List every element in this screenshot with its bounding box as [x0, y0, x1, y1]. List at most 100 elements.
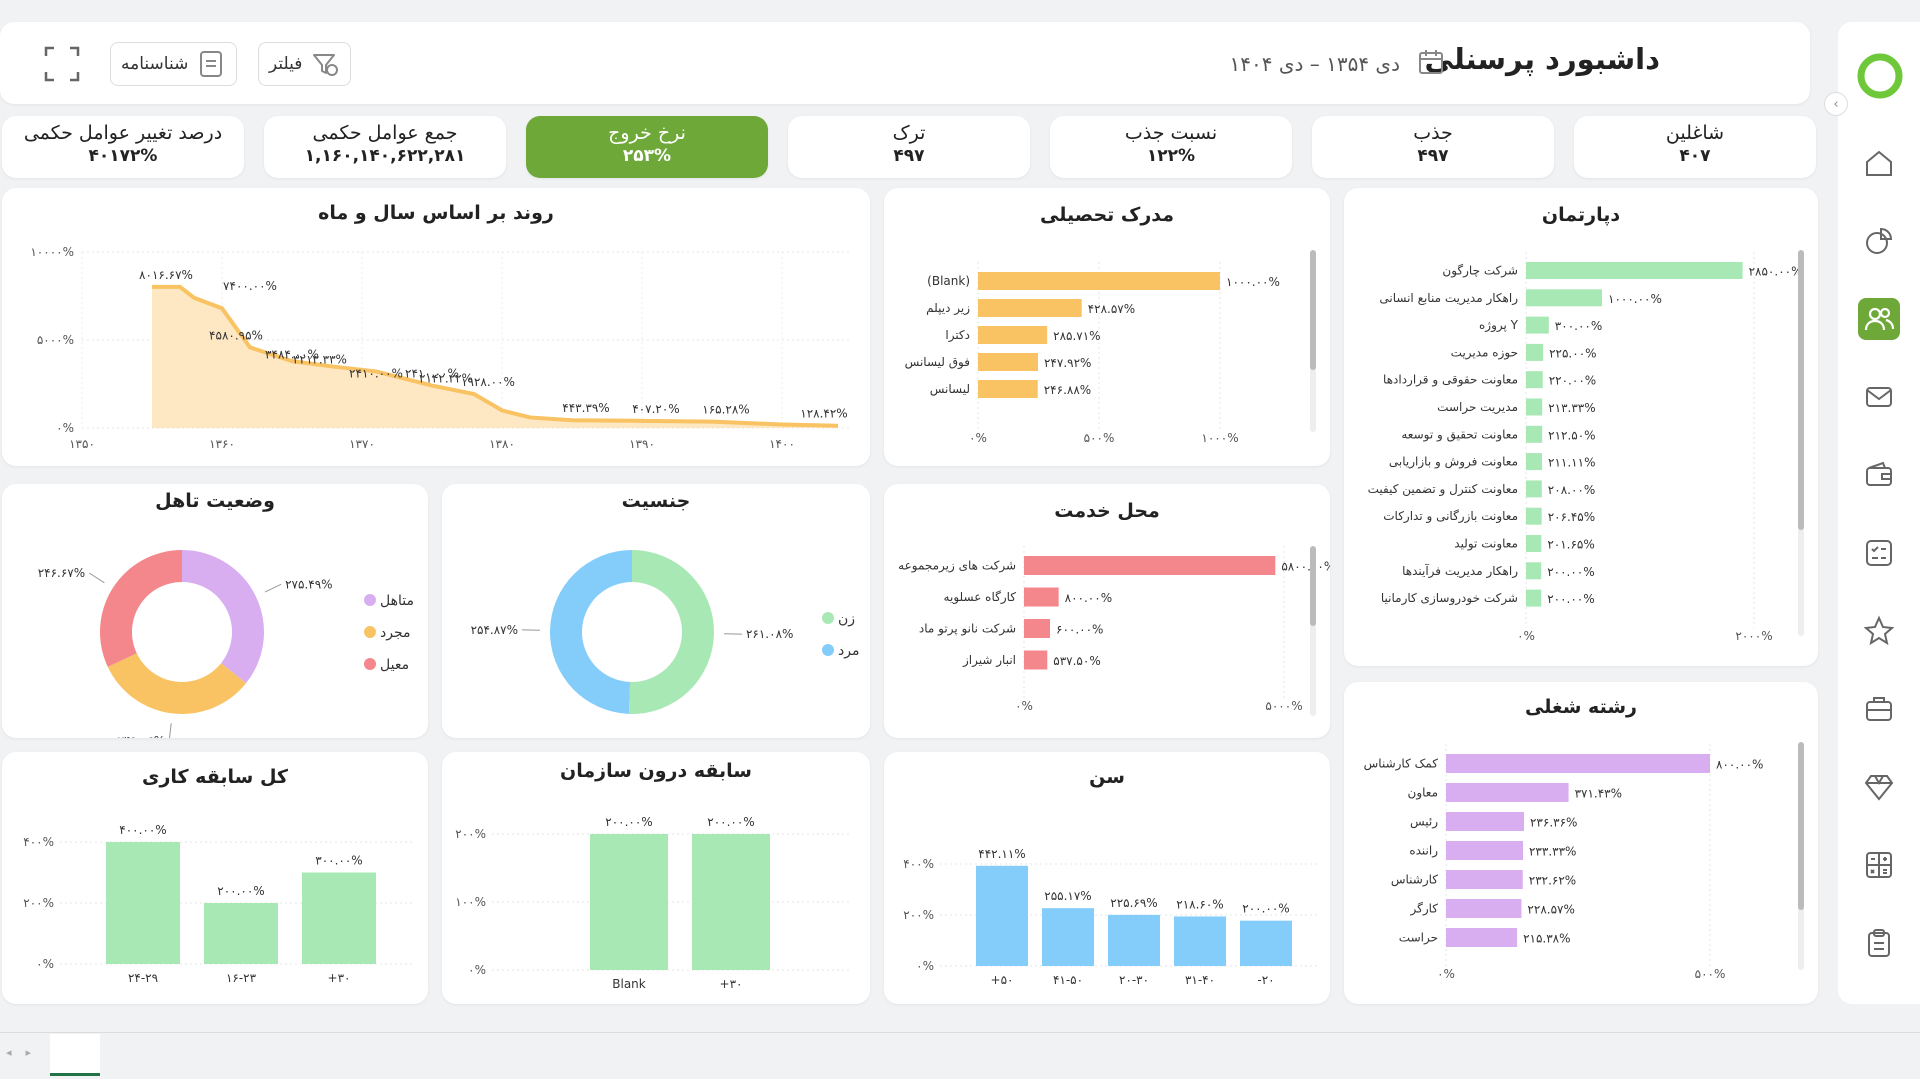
- department-scrollbar[interactable]: [1798, 250, 1804, 636]
- kpi-value: ۴۰۱۷۲%: [88, 146, 158, 166]
- calendar-icon[interactable]: [1417, 48, 1445, 80]
- location-category-label: کارگاه عسلویه: [944, 590, 1017, 605]
- gender-legend-marker: [822, 612, 834, 624]
- marital-legend-label: مجرد: [380, 625, 411, 641]
- trend-data-label: ۲۱۴۲.۲۲%: [419, 371, 473, 385]
- marital-title: وضعیت تاهل: [155, 490, 275, 512]
- career-bar: [1446, 899, 1522, 918]
- education-value-label: ۲۴۶.۸۸%: [1044, 383, 1091, 397]
- kpi-exit-rate[interactable]: نرخ خروج ۲۵۳%: [526, 116, 768, 178]
- career-bar: [1446, 754, 1710, 773]
- education-bar: [978, 353, 1038, 371]
- users-icon[interactable]: [1858, 298, 1900, 340]
- gender-chart: ۲۶۱.۰۸% ۲۵۴.۸۷% زن مرد: [471, 550, 859, 714]
- age-y-tick: ۰%: [916, 959, 934, 973]
- location-card: محل خدمت ۰% ۵۰۰۰% شرکت های زیرمجموعه ۵۸۰۰.۰…: [884, 484, 1330, 738]
- total_experience-bar: [106, 842, 180, 964]
- career-bar: [1446, 870, 1523, 889]
- department-value-label: ۲۱۳.۳۳%: [1548, 401, 1595, 415]
- department-bar: [1526, 507, 1542, 525]
- total_experience-category-label: ۱۶-۲۳: [226, 971, 257, 985]
- clipboard-icon[interactable]: [1858, 922, 1900, 964]
- star-icon[interactable]: [1858, 610, 1900, 652]
- career-category-label: کمک کارشناس: [1364, 757, 1439, 772]
- kpi-value: ۱,۱۶۰,۱۴۰,۶۲۲,۲۸۱: [304, 146, 466, 166]
- location-scrollbar[interactable]: [1310, 546, 1316, 716]
- mail-icon[interactable]: [1858, 376, 1900, 418]
- collapse-sidebar-button[interactable]: ‹: [1824, 92, 1848, 116]
- age-category-label: ۴۱-۵۰: [1053, 973, 1083, 987]
- trend-data-label: ۲۴۱۰.۰۰%: [349, 367, 403, 381]
- department-category-label: شرکت خودروسازی کارمانیا: [1381, 591, 1518, 606]
- department-bar: [1526, 316, 1549, 334]
- filter-button[interactable]: فیلتر: [258, 42, 352, 86]
- trend-x-tick: ۱۴۰۰: [769, 437, 795, 451]
- home-icon[interactable]: [1858, 142, 1900, 184]
- fullscreen-icon[interactable]: [42, 44, 82, 88]
- trend-data-label: ۱۲۸.۴۲%: [800, 407, 847, 421]
- career-scrollbar[interactable]: [1798, 742, 1804, 970]
- career-bar: [1446, 928, 1518, 947]
- marital-legend-marker: [364, 594, 376, 606]
- kpi-leaves[interactable]: ترک ۴۹۷: [788, 116, 1030, 178]
- age-category-label: ۲۰-۳۰: [1119, 973, 1149, 987]
- checklist-icon[interactable]: [1858, 532, 1900, 574]
- pie-chart-icon[interactable]: [1858, 220, 1900, 262]
- sheet-tab-active[interactable]: [50, 1034, 100, 1076]
- department-value-label: ۲۸۵۰.۰۰%: [1749, 265, 1803, 279]
- kpi-employees[interactable]: شاغلین ۴۰۷: [1574, 116, 1816, 178]
- education-chart: ۰% ۵۰۰% ۱۰۰۰% (Blank) ۱۰۰۰.۰۰% زیر دیپلم ۴۲۸.۵…: [905, 262, 1280, 445]
- location-value-label: ۵۳۷.۵۰%: [1053, 654, 1100, 668]
- diamond-icon[interactable]: [1858, 766, 1900, 808]
- department-category-label: معاونت تحقیق و توسعه: [1401, 427, 1518, 442]
- education-x-tick: ۵۰۰%: [1084, 431, 1115, 445]
- trend-card: روند بر اساس سال و ماه ۱۰۰۰۰% ۵۰۰۰% ۰% ۱۳۵۰…: [2, 188, 870, 466]
- briefcase-icon[interactable]: [1858, 688, 1900, 730]
- kpi-hire-ratio[interactable]: نسبت جذب ۱۲۲%: [1050, 116, 1292, 178]
- age-y-tick: ۲۰۰%: [903, 908, 934, 922]
- career-value-label: ۲۱۵.۳۸%: [1523, 932, 1570, 946]
- profile-button[interactable]: شناسنامه: [110, 42, 238, 86]
- kpi-title: درصد تغییر عوامل حکمی: [23, 122, 223, 144]
- department-category-label: معاونت فروش و بازاریابی: [1389, 455, 1518, 470]
- gender-title: جنسیت: [621, 490, 691, 512]
- career-bar: [1446, 812, 1524, 831]
- kpi-total-allowances[interactable]: جمع عوامل حکمی ۱,۱۶۰,۱۴۰,۶۲۲,۲۸۱: [264, 116, 506, 178]
- org_experience-value-label: ۲۰۰.۰۰%: [605, 815, 652, 829]
- department-category-label: مدیریت حراست: [1437, 400, 1518, 415]
- total-experience-card: کل سابقه کاری ۴۰۰% ۲۰۰% ۰% ۴۰۰.۰۰% ۲۴-۲۹ ۲۰۰.…: [2, 752, 428, 1004]
- wallet-icon[interactable]: [1858, 454, 1900, 496]
- kpi-allowance-change[interactable]: درصد تغییر عوامل حکمی ۴۰۱۷۲%: [2, 116, 244, 178]
- trend-data-label: ۴۴۳.۳۹%: [562, 401, 609, 415]
- department-bar: [1526, 425, 1543, 443]
- career-bar: [1446, 841, 1523, 860]
- age-bar: [1108, 914, 1160, 966]
- career-card: رشته شغلی ۰% ۵۰۰% کمک کارشناس ۸۰۰.۰۰% معاون ۳…: [1344, 682, 1818, 1004]
- trend-x-tick: ۱۳۹۰: [629, 437, 655, 451]
- kpi-hires[interactable]: جذب ۴۹۷: [1312, 116, 1554, 178]
- sheet-tab-bar: [0, 1032, 1920, 1079]
- date-range[interactable]: دی ۱۳۵۴ – دی ۱۴۰۴: [1229, 52, 1401, 76]
- education-scrollbar[interactable]: [1310, 250, 1316, 432]
- profile-label: شناسنامه: [121, 54, 189, 74]
- education-title: مدرک تحصیلی: [1039, 204, 1175, 226]
- gender-slice: [628, 550, 714, 714]
- age-value-label: ۲۲۵.۶۹%: [1110, 896, 1157, 910]
- calculator-icon[interactable]: [1858, 844, 1900, 886]
- total-experience-chart: ۴۰۰% ۲۰۰% ۰% ۴۰۰.۰۰% ۲۴-۲۹ ۲۰۰.۰۰% ۱۶-۲۳ ۳۰۰.۰۰…: [23, 823, 412, 985]
- sheet-nav-arrows[interactable]: ◂▸: [6, 1046, 46, 1059]
- kpi-value: ۴۹۷: [1417, 146, 1449, 166]
- location-bar: [1024, 556, 1276, 575]
- department-x-tick: ۰%: [1517, 629, 1535, 643]
- department-bar: [1526, 289, 1602, 307]
- education-bar: [978, 326, 1048, 344]
- department-chart: ۰% ۲۰۰۰% شرکت چارگون ۲۸۵۰.۰۰% راهکار مدیریت …: [1368, 252, 1803, 643]
- marital-chart: ۲۷۵.۴۹% ۲۴۹.۰۶% ۲۴۶.۶۷% متاهل مجرد معیل: [38, 550, 414, 738]
- org-experience-card: سابقه درون سازمان ۲۰۰% ۱۰۰% ۰% ۲۰۰.۰۰% Blank…: [442, 752, 870, 1004]
- marital-legend-marker: [364, 626, 376, 638]
- education-category-label: لیسانس: [930, 382, 970, 397]
- total_experience-y-tick: ۲۰۰%: [23, 896, 54, 910]
- gender-legend-marker: [822, 644, 834, 656]
- department-value-label: ۲۰۸.۰۰%: [1548, 483, 1595, 497]
- career-category-label: کارشناس: [1391, 873, 1438, 888]
